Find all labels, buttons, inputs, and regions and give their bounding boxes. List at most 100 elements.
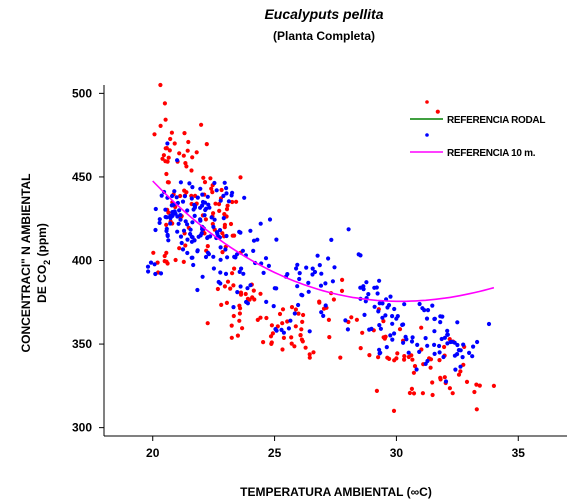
data-point-10m [401, 322, 406, 327]
data-point-rodal [300, 319, 305, 324]
data-point-rodal [281, 335, 286, 340]
data-point-rodal [289, 335, 294, 340]
data-point-rodal [189, 168, 194, 173]
data-point-10m [165, 232, 170, 237]
data-point-10m [191, 207, 196, 212]
data-point-10m [445, 332, 450, 337]
data-point-rodal [183, 243, 188, 248]
data-point-rodal [230, 199, 235, 205]
data-point-rodal [199, 122, 204, 127]
data-point-10m [425, 358, 430, 364]
data-point-rodal [289, 305, 295, 310]
data-point-10m [175, 158, 180, 163]
y-axis-label-line1: CONCENTRACI" N AMBIENTAL [19, 173, 33, 352]
data-point-10m [218, 257, 223, 262]
data-point-10m [372, 285, 377, 290]
data-point-10m [198, 186, 203, 191]
data-point-rodal [216, 202, 222, 207]
data-point-rodal [185, 148, 190, 153]
data-point-10m [175, 229, 180, 234]
data-point-rodal [204, 142, 209, 147]
data-point-10m [460, 355, 465, 360]
x-axis-label: TEMPERATURA AMBIENTAL (∞C) [240, 485, 432, 499]
data-point-10m [439, 336, 444, 342]
data-point-10m [238, 284, 243, 289]
data-point-rodal [213, 201, 218, 206]
y-tick-label: 500 [72, 86, 92, 100]
data-point-rodal [182, 131, 187, 136]
data-point-10m [323, 281, 328, 286]
data-point-10m [425, 343, 430, 348]
data-point-10m [390, 337, 395, 342]
data-point-rodal [151, 250, 156, 255]
data-point-rodal [231, 313, 236, 319]
data-point-rodal [293, 324, 298, 329]
data-point-10m [410, 335, 415, 340]
data-point-rodal [210, 190, 215, 195]
data-point-10m [158, 271, 164, 276]
data-point-10m [251, 238, 257, 243]
data-point-10m [470, 354, 475, 359]
data-point-rodal [307, 352, 312, 357]
data-point-10m [297, 276, 302, 282]
data-point-10m [239, 266, 244, 271]
data-point-rodal [164, 171, 169, 177]
data-point-10m [191, 262, 196, 268]
data-point-rodal [152, 132, 157, 137]
data-point-rodal [402, 354, 407, 359]
data-point-10m [234, 252, 240, 257]
data-point-rodal [228, 286, 233, 291]
data-point-rodal [464, 379, 470, 384]
data-point-rodal [450, 391, 455, 396]
data-point-rodal [203, 217, 208, 222]
data-point-10m [295, 262, 300, 267]
data-point-10m [273, 327, 278, 332]
points-layer [145, 82, 496, 413]
y-axis-label-subscript: 2 [42, 260, 52, 265]
data-point-rodal [184, 190, 189, 195]
data-point-10m [432, 329, 437, 334]
data-point-rodal [458, 369, 463, 374]
data-point-rodal [367, 353, 372, 358]
data-point-rodal [354, 317, 359, 322]
data-point-10m [329, 237, 334, 242]
data-point-rodal [237, 318, 242, 323]
data-point-10m [221, 193, 226, 198]
data-point-10m [214, 230, 220, 235]
data-point-10m [218, 281, 223, 286]
data-point-10m [181, 228, 187, 233]
data-point-10m [456, 348, 461, 353]
y-axis-label-suffix: (ppm) [35, 223, 49, 260]
data-point-10m [200, 274, 205, 279]
data-point-10m [376, 309, 381, 314]
data-point-10m [185, 237, 190, 242]
y-ticks: 300 350 400 450 500 [72, 86, 104, 435]
data-point-10m [153, 227, 158, 233]
data-point-rodal [222, 222, 227, 227]
data-point-rodal [307, 355, 312, 360]
data-point-10m [237, 269, 242, 274]
data-point-rodal [409, 353, 414, 358]
data-point-10m [279, 327, 284, 332]
data-point-rodal [376, 355, 381, 360]
data-point-rodal [331, 297, 336, 302]
y-tick-label: 400 [72, 254, 92, 268]
data-point-rodal [280, 347, 285, 352]
y-axis-label-prefix: DE CO [35, 265, 49, 303]
data-point-10m [425, 308, 431, 313]
data-point-10m [225, 255, 230, 260]
data-point-rodal [222, 284, 227, 289]
data-point-10m [218, 270, 223, 275]
data-point-10m [180, 199, 186, 204]
data-point-10m [300, 293, 305, 298]
data-point-10m [152, 262, 157, 267]
data-point-rodal [339, 288, 345, 293]
y-axis-label: CONCENTRACI" N AMBIENTAL DE CO2 (ppm) [19, 173, 52, 352]
data-point-10m [390, 314, 395, 319]
data-point-rodal [230, 233, 235, 238]
data-point-10m [211, 266, 216, 271]
data-point-10m [178, 180, 183, 185]
y-tick-label: 450 [72, 170, 92, 184]
x-tick-label: 35 [512, 446, 526, 460]
data-point-rodal [391, 408, 397, 413]
